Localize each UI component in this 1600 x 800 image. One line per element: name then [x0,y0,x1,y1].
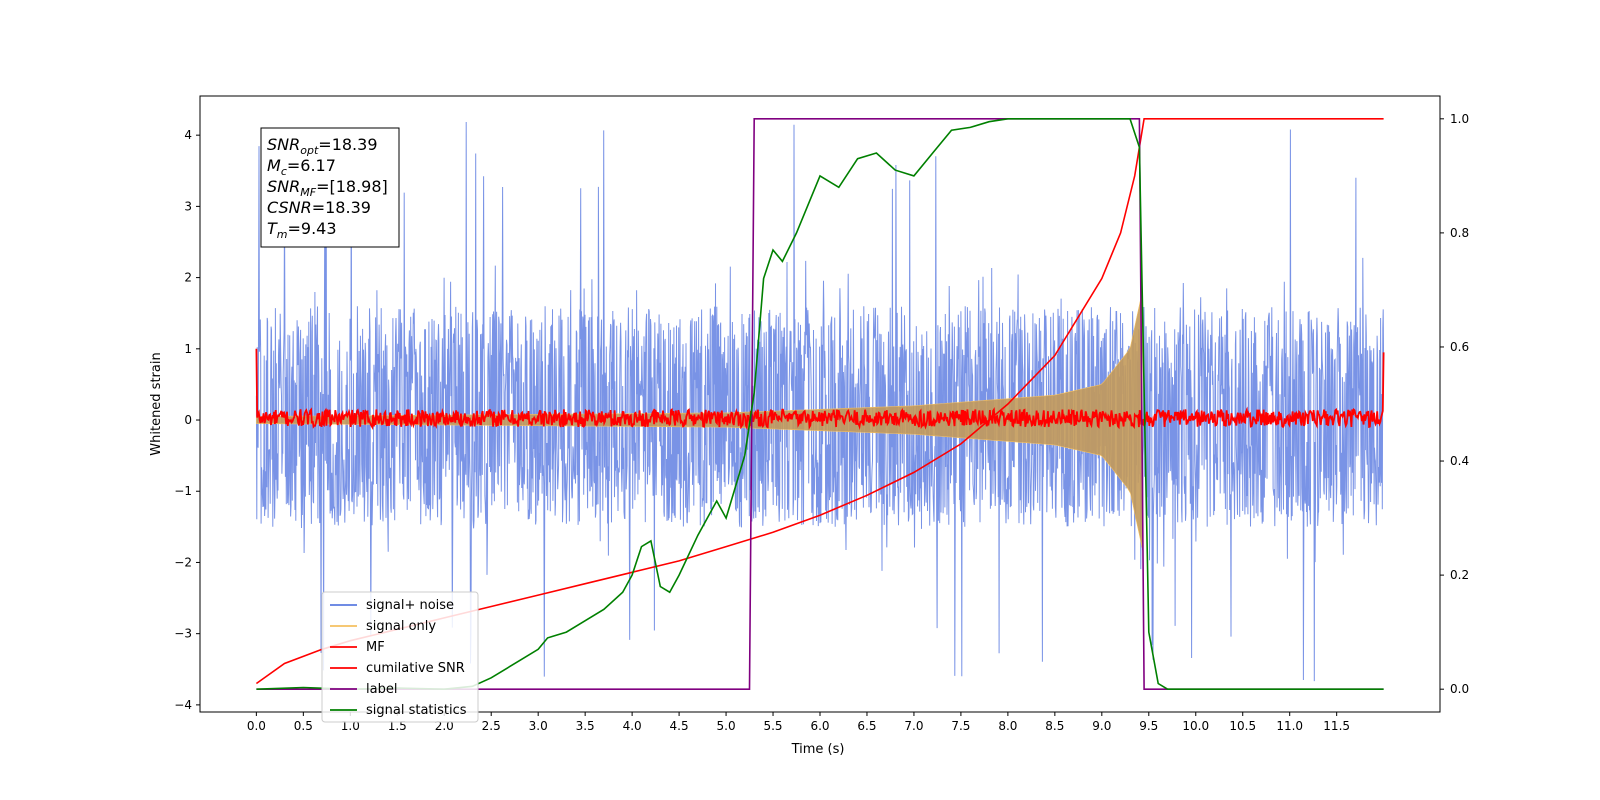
x-tick-label: 2.5 [482,719,501,733]
x-tick-label: 7.5 [951,719,970,733]
y-tick-label: −3 [174,627,192,641]
x-tick-label: 3.5 [576,719,595,733]
x-tick-label: 10.5 [1229,719,1256,733]
x-axis-label: Time (s) [791,742,845,757]
x-tick-label: 5.0 [717,719,736,733]
legend-label: cumilative SNR [366,661,465,676]
x-tick-label: 10.0 [1182,719,1209,733]
annotation-frame [260,127,400,248]
legend-frame [321,591,479,723]
y2-tick-label: 0.8 [1450,226,1469,240]
y2-tick-label: 0.4 [1450,454,1469,468]
x-tick-label: 6.5 [857,719,876,733]
y2-tick-label: 0.2 [1450,568,1469,582]
y-axis-label: Whitened strain [149,352,164,455]
x-tick-label: 4.5 [670,719,689,733]
legend-label: MF [366,640,385,655]
x-tick-label: 9.5 [1139,719,1158,733]
x-tick-label: 5.5 [763,719,782,733]
x-tick-label: 9.0 [1092,719,1111,733]
x-tick-label: 7.0 [904,719,923,733]
annotation-line: Mc=6.17 [267,156,336,178]
legend: signal+ noise signal only MF cumilative SNR… [321,591,479,723]
y-tick-label: 1 [184,342,192,356]
y2-tick-label: 1.0 [1450,112,1469,126]
y2-axis-ticks: 1.0 0.8 0.6 0.4 0.2 0.0 [1440,112,1469,696]
x-tick-label: 0.5 [294,719,313,733]
y-tick-label: 2 [184,271,192,285]
legend-label: signal statistics [366,703,467,718]
x-tick-label: 6.0 [810,719,829,733]
x-tick-label: 11.0 [1276,719,1303,733]
y-tick-label: 4 [184,128,192,142]
x-tick-label: 0.0 [247,719,266,733]
annotation-line: Tm=9.43 [267,219,337,241]
annotation-box: SNRopt=18.39Mc=6.17SNRMF=[18.98]CSNR=18.… [260,127,400,248]
y2-tick-label: 0.6 [1450,340,1469,354]
y-tick-label: −1 [174,484,192,498]
y2-tick-label: 0.0 [1450,682,1469,696]
legend-label: signal only [366,619,436,634]
x-tick-label: 3.0 [529,719,548,733]
legend-label: signal+ noise [366,598,454,613]
annotation-line: CSNR=18.39 [267,198,371,217]
y-tick-label: −4 [174,698,192,712]
legend-label: label [366,682,397,697]
y-tick-label: 0 [184,413,192,427]
x-tick-label: 8.5 [1045,719,1064,733]
x-tick-label: 8.0 [998,719,1017,733]
y-axis-ticks: 4 3 2 1 0 −1 −2 −3 −4 [174,128,200,712]
series-signal-noise [255,121,1385,682]
plot-layer [255,118,1385,691]
series-mf [255,348,1385,431]
series-signal-statistics [256,118,1384,691]
y-tick-label: 3 [184,199,192,213]
y-tick-label: −2 [174,555,192,569]
x-tick-label: 11.5 [1323,719,1350,733]
annotation-line: SNRMF=[18.98] [267,177,388,199]
annotation-line: SNRopt=18.39 [267,135,378,157]
x-tick-label: 4.0 [623,719,642,733]
